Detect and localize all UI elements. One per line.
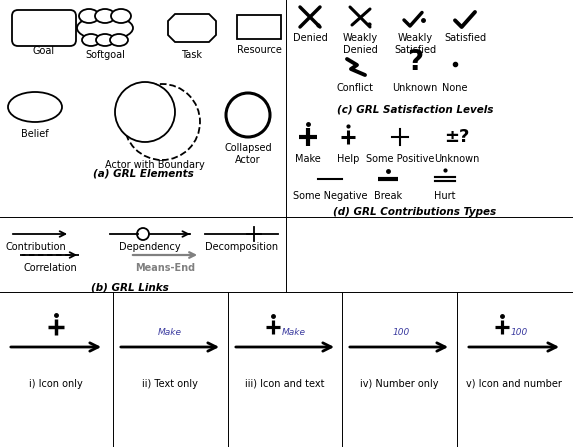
Circle shape	[226, 93, 270, 137]
Text: Conflict: Conflict	[336, 83, 374, 93]
Text: 100: 100	[393, 328, 410, 337]
Text: (d) GRL Contributions Types: (d) GRL Contributions Types	[333, 207, 497, 217]
Text: (c) GRL Satisfaction Levels: (c) GRL Satisfaction Levels	[337, 104, 493, 114]
Text: 100: 100	[511, 328, 528, 337]
Text: Unknown: Unknown	[393, 83, 438, 93]
Text: Break: Break	[374, 191, 402, 201]
Text: Correlation: Correlation	[23, 263, 77, 273]
Text: Satisfied: Satisfied	[444, 33, 486, 43]
Text: Help: Help	[337, 154, 359, 164]
Text: ii) Text only: ii) Text only	[142, 379, 198, 389]
Text: (b) GRL Links: (b) GRL Links	[91, 282, 169, 292]
Text: Hurt: Hurt	[434, 191, 456, 201]
Text: Make: Make	[295, 154, 321, 164]
Text: v) Icon and number: v) Icon and number	[466, 379, 562, 389]
Text: Dependency: Dependency	[119, 242, 181, 252]
Ellipse shape	[96, 34, 114, 46]
Polygon shape	[168, 14, 216, 42]
Text: Unknown: Unknown	[434, 154, 480, 164]
Text: Belief: Belief	[21, 129, 49, 139]
Text: iii) Icon and text: iii) Icon and text	[245, 379, 325, 389]
Circle shape	[137, 228, 149, 240]
Text: Some Negative: Some Negative	[293, 191, 367, 201]
Text: Decomposition: Decomposition	[205, 242, 278, 252]
Text: (a) GRL Elements: (a) GRL Elements	[93, 169, 193, 179]
FancyBboxPatch shape	[12, 10, 76, 46]
Text: Resource: Resource	[237, 45, 281, 55]
Ellipse shape	[82, 34, 100, 46]
Ellipse shape	[95, 9, 115, 23]
Text: Means-End: Means-End	[135, 263, 195, 273]
Text: iv) Number only: iv) Number only	[360, 379, 438, 389]
Bar	[237, 15, 281, 39]
Text: i) Icon only: i) Icon only	[29, 379, 83, 389]
Ellipse shape	[8, 92, 62, 122]
Text: Softgoal: Softgoal	[85, 50, 125, 60]
Text: Weakly
Denied: Weakly Denied	[343, 33, 378, 55]
Text: Weakly
Satisfied: Weakly Satisfied	[394, 33, 436, 55]
Circle shape	[124, 84, 200, 160]
Text: Make: Make	[158, 328, 182, 337]
Text: ±?: ±?	[444, 128, 470, 146]
Ellipse shape	[77, 16, 133, 40]
Text: Actor with Boundary: Actor with Boundary	[105, 160, 205, 170]
Text: Goal: Goal	[33, 46, 55, 56]
Ellipse shape	[79, 9, 99, 23]
Text: Contribution: Contribution	[5, 242, 66, 252]
Text: Some Positive: Some Positive	[366, 154, 434, 164]
Circle shape	[115, 82, 175, 142]
Text: None: None	[442, 83, 468, 93]
Text: Make: Make	[282, 328, 306, 337]
Ellipse shape	[111, 9, 131, 23]
Text: Denied: Denied	[293, 33, 327, 43]
Text: Collapsed
Actor: Collapsed Actor	[224, 143, 272, 164]
Text: Task: Task	[182, 50, 202, 60]
Ellipse shape	[110, 34, 128, 46]
Text: ?: ?	[407, 48, 423, 76]
